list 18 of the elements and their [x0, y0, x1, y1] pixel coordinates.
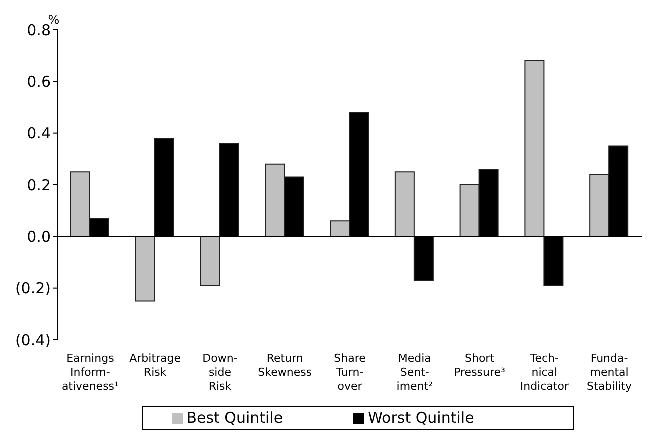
legend-label: Worst Quintile — [368, 409, 474, 427]
y-tick-label: (0.4) — [15, 331, 51, 350]
x-tick-label: Return Skewness — [258, 352, 312, 379]
y-tick-label: 0.2 — [27, 176, 51, 194]
y-tick-label: 0.6 — [27, 72, 51, 91]
x-tick-label: Share Turn- over — [334, 352, 366, 393]
y-tick-label: 0.0 — [27, 228, 51, 246]
x-tick-label: Funda- mental Stability — [587, 352, 633, 393]
y-tick-label: (0.2) — [15, 280, 51, 298]
x-tick-label: Media Sent- iment² — [396, 352, 434, 393]
y-tick-label: 0.4 — [27, 124, 51, 143]
x-tick-label: Short Pressure³ — [454, 352, 506, 379]
x-tick-label: Tech- nical Indicator — [520, 352, 570, 393]
y-tick-label: 0.8 — [27, 21, 51, 40]
x-tick-label: Down- side Risk — [202, 352, 238, 393]
legend-label: Best Quintile — [186, 409, 284, 427]
x-tick-label: Arbitrage Risk — [130, 352, 182, 379]
x-tick-label: Earnings Inform- ativeness¹ — [62, 352, 119, 393]
